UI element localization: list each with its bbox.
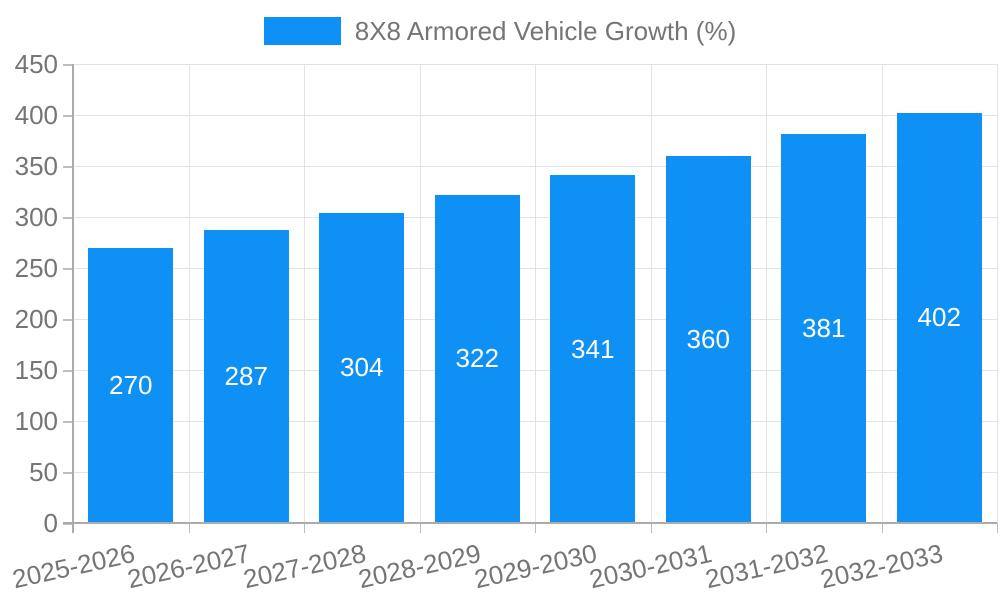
legend-label: 8X8 Armored Vehicle Growth (%)	[354, 16, 737, 46]
bar-value-label: 341	[571, 333, 615, 364]
bar-value-label: 270	[109, 369, 153, 400]
bar[interactable]: 360	[665, 155, 751, 523]
gridline-v	[997, 64, 998, 523]
gridline-v	[650, 64, 652, 523]
bar[interactable]: 322	[434, 194, 520, 523]
gridline-v	[304, 64, 305, 523]
y-tick	[63, 217, 73, 219]
y-tick	[63, 472, 73, 474]
legend-swatch	[263, 17, 341, 45]
bar[interactable]: 381	[781, 134, 867, 523]
x-axis-line	[63, 522, 997, 524]
y-axis-tick-label: 250	[14, 253, 58, 283]
x-tick	[650, 523, 652, 533]
gridline-v	[419, 64, 421, 523]
bar[interactable]: 270	[88, 247, 174, 523]
y-tick	[63, 64, 73, 66]
bar-value-label: 322	[455, 343, 499, 374]
legend: 8X8 Armored Vehicle Growth (%)	[0, 17, 1000, 45]
y-tick	[63, 319, 73, 321]
y-tick	[63, 421, 73, 423]
x-tick	[419, 523, 421, 533]
bar-value-label: 381	[802, 313, 846, 344]
y-tick	[63, 115, 73, 117]
y-axis-tick-label: 450	[14, 49, 58, 79]
bar-value-label: 402	[917, 302, 961, 333]
x-tick	[188, 523, 190, 533]
bar-value-label: 287	[224, 361, 268, 392]
bar[interactable]: 287	[203, 230, 289, 523]
x-tick	[766, 523, 767, 533]
legend-item[interactable]: 8X8 Armored Vehicle Growth (%)	[263, 16, 737, 46]
gridline-v	[535, 64, 536, 523]
y-axis-tick-label: 300	[14, 202, 58, 232]
x-tick	[997, 523, 998, 533]
y-axis-tick-label: 200	[14, 304, 58, 334]
x-tick	[535, 523, 536, 533]
x-tick	[881, 523, 883, 533]
y-axis-tick-label: 100	[14, 406, 58, 436]
gridline-v	[766, 64, 767, 523]
y-tick	[63, 268, 73, 270]
y-axis-tick-label: 0	[43, 508, 58, 538]
y-axis-line	[72, 64, 74, 533]
bar[interactable]: 341	[550, 175, 636, 523]
y-axis-tick-label: 350	[14, 151, 58, 181]
bar-value-label: 360	[686, 323, 730, 354]
y-axis-tick-label: 50	[29, 457, 58, 487]
gridline-v	[881, 64, 883, 523]
bar[interactable]: 304	[319, 212, 405, 523]
y-axis-tick-label: 400	[14, 100, 58, 130]
y-tick	[63, 370, 73, 372]
y-tick	[63, 523, 73, 525]
bar-value-label: 304	[340, 352, 384, 383]
bar[interactable]: 402	[896, 112, 982, 523]
x-tick	[304, 523, 305, 533]
gridline-v	[188, 64, 190, 523]
y-axis-tick-label: 150	[14, 355, 58, 385]
y-tick	[63, 166, 73, 168]
